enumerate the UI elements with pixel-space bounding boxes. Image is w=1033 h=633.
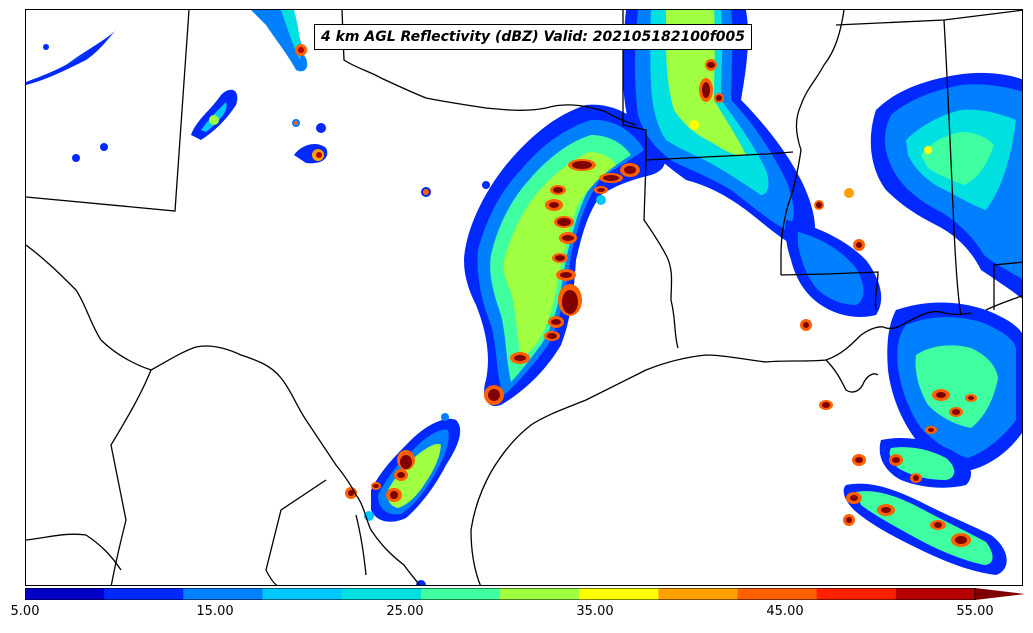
colorbar-segment	[341, 588, 422, 600]
echo-cell	[596, 195, 606, 205]
colorbar-segment	[25, 588, 105, 600]
map-canvas	[26, 10, 1022, 585]
colorbar-segments	[25, 588, 976, 600]
colorbar-segment	[658, 588, 738, 600]
colorbar-segment	[579, 588, 659, 600]
colorbar-segment	[737, 588, 818, 600]
reflectivity-echoes	[26, 10, 1022, 585]
louisiana-mississippi-border	[780, 271, 879, 311]
colorbar-tick-label: 45.00	[766, 604, 804, 619]
arkansas-louisiana-border	[645, 151, 794, 161]
echo-cell	[345, 418, 461, 522]
echo-cell	[100, 143, 108, 151]
colorbar-segment	[183, 588, 263, 600]
map-panel: 4 km AGL Reflectivity (dBZ) Valid: 20210…	[25, 9, 1023, 586]
squall-line	[464, 104, 666, 406]
mexico-state-border	[26, 533, 122, 571]
texas-oklahoma-border	[341, 10, 637, 126]
mississippi-delta	[825, 359, 879, 393]
colorbar-outline	[25, 588, 976, 600]
mississippi-river-border	[780, 10, 845, 275]
echo-cell	[844, 72, 1022, 299]
echo-cell	[316, 123, 326, 133]
mexico-state-border	[355, 514, 367, 576]
echo-cell	[887, 302, 1022, 470]
map-title: 4 km AGL Reflectivity (dBZ) Valid: 20210…	[314, 24, 753, 50]
colorbar-segment	[500, 588, 580, 600]
colorbar-tick-label: 5.00	[10, 604, 40, 619]
colorbar-segment	[816, 588, 897, 600]
texas-louisiana-border	[622, 10, 679, 349]
colorbar-tick-label: 25.00	[386, 604, 424, 619]
echo-cell	[294, 144, 328, 164]
echo-cell	[482, 181, 490, 189]
colorbar-tick-label: 35.00	[576, 604, 614, 619]
colorbar-segment	[104, 588, 184, 600]
panhandle-border	[26, 10, 190, 212]
convective-cores	[484, 159, 640, 405]
alabama-florida-border	[993, 261, 1022, 310]
echo-cell	[26, 30, 116, 85]
echo-cell	[251, 10, 308, 72]
colorbar-segment	[895, 588, 976, 600]
echo-cell	[441, 413, 449, 421]
colorbar-tick-label: 15.00	[196, 604, 234, 619]
colorbar-tick-label: 55.00	[956, 604, 994, 619]
colorbar-segment	[420, 588, 501, 600]
echo-cell	[785, 200, 882, 331]
mississippi-alabama-border	[943, 19, 962, 316]
echo-cell	[43, 44, 49, 50]
echo-cell	[819, 400, 971, 488]
echo-cell	[843, 483, 1007, 575]
florida-coast	[985, 295, 1022, 311]
colorbar-extend-arrow	[975, 588, 1025, 600]
echo-cell	[191, 89, 238, 140]
colorbar-segment	[262, 588, 343, 600]
echo-cell	[72, 154, 80, 162]
rio-grande-border	[26, 244, 421, 585]
mexico-state-border	[265, 479, 327, 585]
state-boundaries	[26, 10, 1022, 585]
gulf-coastline	[470, 310, 972, 585]
colorbar	[25, 588, 1025, 600]
mexico-state-border	[110, 369, 152, 585]
tennessee-border	[835, 10, 1022, 26]
